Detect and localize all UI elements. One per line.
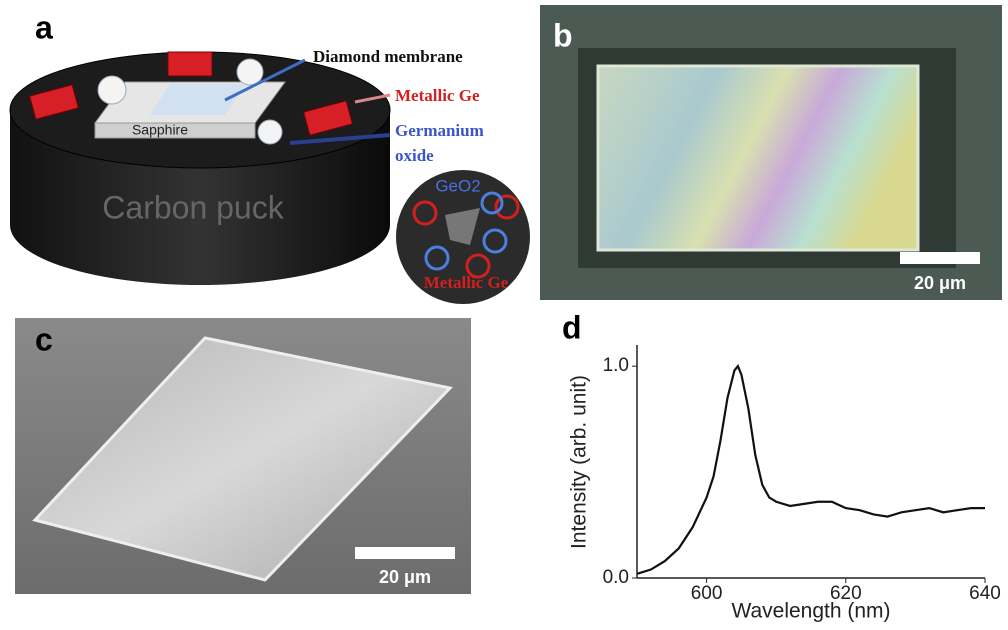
inset-label: Metallic Ge [424, 273, 509, 292]
annotation: Metallic Ge [395, 86, 480, 105]
oxide-flake [98, 76, 126, 104]
y-axis-title: Intensity (arb. unit) [568, 375, 591, 549]
oxide-flake [237, 59, 263, 85]
annotation: Germanium [395, 121, 484, 140]
spectrum-line [637, 366, 985, 574]
scale-bar [900, 252, 980, 264]
x-tick-label: 600 [691, 583, 723, 604]
panel-a: a Sapphire Carbon puck Diamond membrane … [10, 9, 530, 304]
y-tick-label: 0.0 [603, 567, 629, 588]
ge-cube [168, 52, 212, 76]
sapphire-label: Sapphire [132, 122, 188, 138]
scale-bar-label: 20 μm [914, 273, 966, 293]
annotation: Diamond membrane [313, 47, 463, 66]
inset-label: GeO2 [435, 176, 480, 195]
scale-bar-label: 20 μm [379, 567, 431, 587]
panel-d: d Wavelength (nm) Intensity (arb. unit) … [562, 309, 1001, 622]
panel-c: 20 μm c [15, 318, 471, 594]
x-axis-title: Wavelength (nm) [731, 600, 890, 623]
figure: a Sapphire Carbon puck Diamond membrane … [0, 0, 1008, 630]
y-tick-label: 1.0 [603, 355, 629, 376]
oxide-flake [258, 120, 282, 144]
x-tick-label: 640 [969, 583, 1001, 604]
panel-label: b [553, 17, 573, 53]
x-tick-label: 620 [830, 583, 862, 604]
membrane [598, 66, 918, 250]
annotation: oxide [395, 146, 434, 165]
puck-label: Carbon puck [102, 189, 284, 225]
panel-label: a [35, 9, 53, 45]
panel-label: d [562, 309, 582, 345]
panel-b: 20 μm b [540, 5, 1002, 300]
panel-label: c [35, 321, 53, 357]
scale-bar [355, 547, 455, 559]
